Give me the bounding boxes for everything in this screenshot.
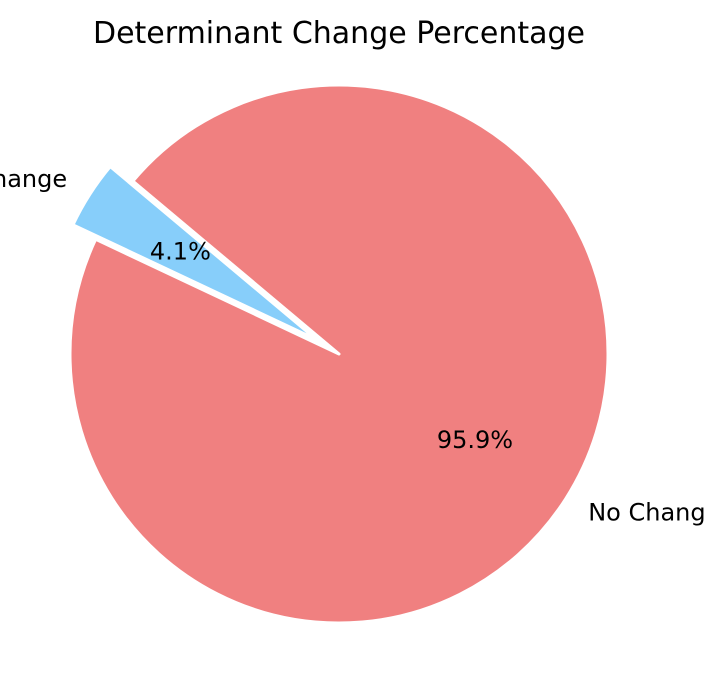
pie-slices	[68, 83, 610, 625]
slice-label-change: Change	[0, 165, 67, 193]
slice-percent-no-change: 95.9%	[437, 426, 513, 454]
slice-label-no-change: No Change	[588, 499, 705, 527]
slice-percent-change: 4.1%	[150, 237, 211, 265]
pie-slice-change	[71, 165, 318, 341]
pie-slice-no-change	[68, 83, 610, 625]
chart-title: Determinant Change Percentage	[93, 16, 585, 51]
pie-labels: Change 4.1% No Change 95.9%	[0, 165, 705, 527]
